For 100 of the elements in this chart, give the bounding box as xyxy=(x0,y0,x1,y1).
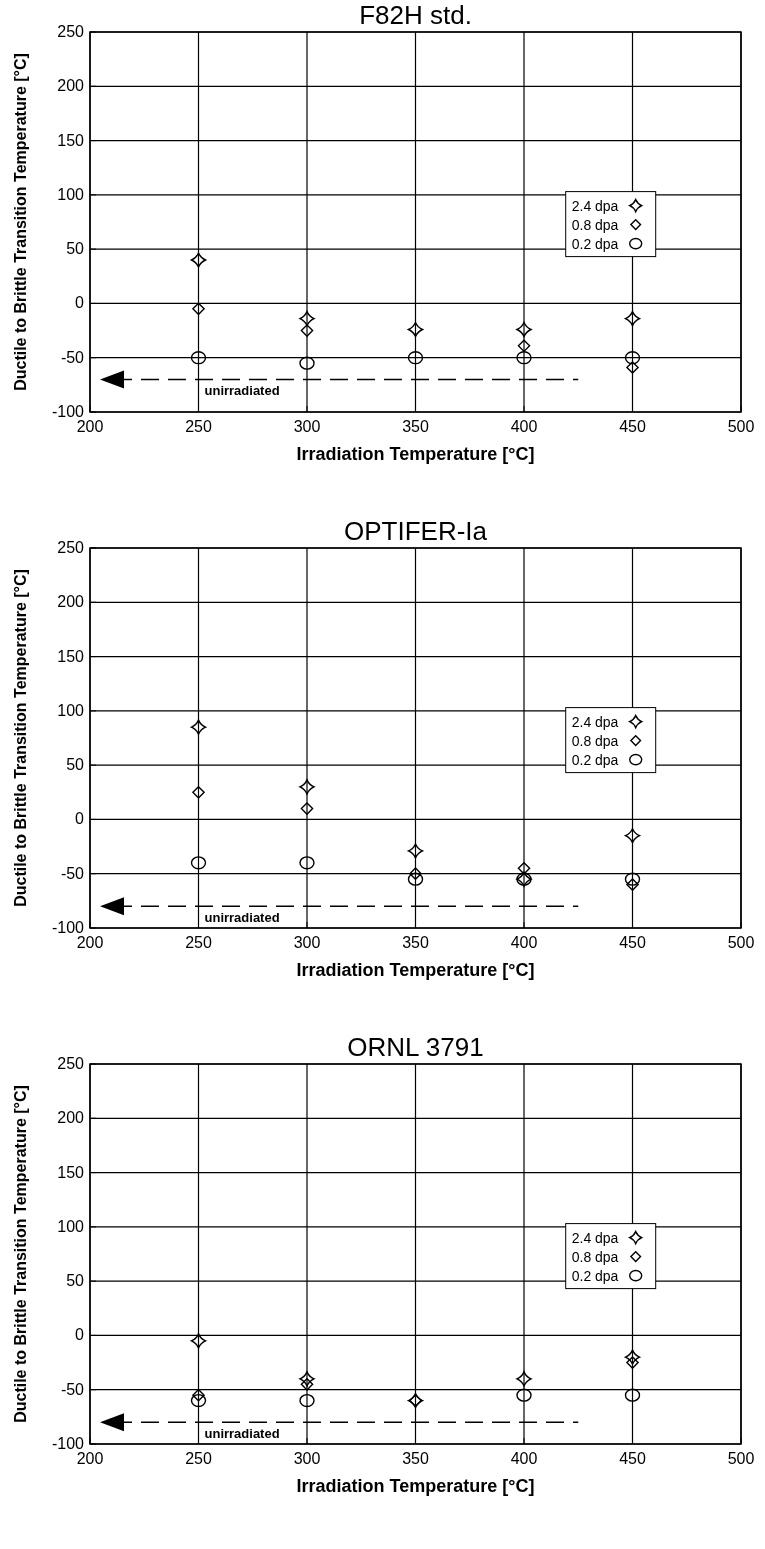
x-axis-title: Irradiation Temperature [°C] xyxy=(296,444,535,464)
point xyxy=(624,1349,641,1365)
point xyxy=(299,856,315,870)
x-tick-label: 450 xyxy=(619,934,646,951)
point xyxy=(190,1333,207,1349)
y-tick-label: 0 xyxy=(75,1326,85,1344)
ref-line-label: unirradiated xyxy=(204,910,280,926)
x-tick-label: 300 xyxy=(293,418,321,435)
point xyxy=(626,361,639,374)
y-tick-label: 50 xyxy=(66,756,85,774)
point xyxy=(300,324,314,337)
legend-label: 2.4 dpa xyxy=(571,197,619,214)
y-tick-label: 100 xyxy=(57,701,85,719)
y-tick-label: 100 xyxy=(57,185,85,203)
point xyxy=(299,1393,315,1408)
x-tick-label: 350 xyxy=(402,1450,429,1467)
x-tick-label: 400 xyxy=(510,934,538,951)
point xyxy=(300,802,314,815)
chart-title: OPTIFER-Ia xyxy=(343,516,488,546)
point xyxy=(299,310,315,327)
legend-label: 0.2 dpa xyxy=(571,235,619,252)
point xyxy=(407,872,424,886)
x-tick-label: 500 xyxy=(727,418,755,435)
x-tick-label: 250 xyxy=(185,1450,212,1467)
y-tick-label: -100 xyxy=(51,919,85,936)
y-axis-title: Ductile to Brittle Transition Temperature [°C] xyxy=(12,569,29,907)
legend-label: 0.8 dpa xyxy=(571,1248,619,1265)
point xyxy=(624,872,641,886)
y-tick-label: -50 xyxy=(60,1380,85,1398)
point xyxy=(407,351,424,365)
chart-title: ORNL 3791 xyxy=(347,1032,484,1062)
y-tick-label: 50 xyxy=(66,240,85,258)
x-axis-title: Irradiation Temperature [°C] xyxy=(296,960,535,980)
point xyxy=(299,356,315,370)
point xyxy=(516,1371,532,1387)
x-tick-label: 450 xyxy=(619,1450,646,1467)
y-tick-label: 0 xyxy=(75,294,85,312)
point xyxy=(516,1388,532,1402)
ref-line-label: unirradiated xyxy=(204,383,280,399)
x-tick-label: 500 xyxy=(727,934,755,951)
y-tick-label: 200 xyxy=(57,77,85,95)
x-tick-label: 300 xyxy=(293,1450,321,1467)
y-tick-label: 250 xyxy=(57,1055,85,1072)
legend-label: 0.8 dpa xyxy=(571,732,619,749)
legend-label: 0.8 dpa xyxy=(571,216,619,233)
y-tick-label: 150 xyxy=(57,131,85,149)
x-tick-label: 350 xyxy=(402,934,429,951)
point xyxy=(190,856,207,870)
point xyxy=(409,867,422,881)
point xyxy=(190,719,207,735)
y-tick-label: -100 xyxy=(51,1435,85,1452)
y-tick-label: -50 xyxy=(60,864,85,882)
legend-label: 2.4 dpa xyxy=(571,713,619,730)
ref-line-label: unirradiated xyxy=(204,1426,280,1442)
point xyxy=(299,1371,315,1387)
x-tick-label: 350 xyxy=(402,418,429,435)
legend-label: 0.2 dpa xyxy=(571,751,619,768)
y-tick-label: 200 xyxy=(57,593,85,611)
point xyxy=(192,785,205,799)
legend-label: 0.2 dpa xyxy=(571,1267,619,1284)
point xyxy=(300,1377,314,1391)
y-tick-label: 100 xyxy=(57,1217,85,1235)
y-tick-label: 50 xyxy=(66,1272,85,1290)
point xyxy=(192,1388,205,1402)
y-axis-title: Ductile to Brittle Transition Temperature [°C] xyxy=(12,1085,29,1423)
point xyxy=(190,1393,207,1408)
y-tick-label: 250 xyxy=(57,539,85,556)
y-tick-label: -100 xyxy=(51,403,85,420)
x-tick-label: 500 xyxy=(727,1450,755,1467)
y-tick-label: 200 xyxy=(57,1109,85,1127)
point xyxy=(624,310,641,327)
point xyxy=(299,779,315,795)
point xyxy=(626,878,639,891)
y-tick-label: -50 xyxy=(60,348,85,366)
point xyxy=(516,321,532,338)
x-tick-label: 300 xyxy=(293,934,321,951)
point xyxy=(192,302,205,316)
point xyxy=(624,828,641,844)
x-tick-label: 400 xyxy=(510,418,538,435)
x-tick-label: 400 xyxy=(510,1450,538,1467)
x-axis-title: Irradiation Temperature [°C] xyxy=(296,1476,535,1496)
y-axis-title: Ductile to Brittle Transition Temperature [°C] xyxy=(12,53,29,391)
point xyxy=(517,339,531,353)
point xyxy=(407,843,424,859)
point xyxy=(190,252,207,268)
x-tick-label: 250 xyxy=(185,418,212,435)
chart-title: F82H std. xyxy=(359,0,472,30)
y-tick-label: 0 xyxy=(75,810,85,828)
point xyxy=(407,321,424,338)
legend-label: 2.4 dpa xyxy=(571,1229,619,1246)
y-tick-label: 150 xyxy=(57,1163,85,1181)
point xyxy=(516,351,532,365)
y-tick-label: 250 xyxy=(57,23,85,40)
x-tick-label: 250 xyxy=(185,934,212,951)
point xyxy=(517,861,531,875)
point xyxy=(624,1388,641,1402)
point xyxy=(190,351,207,365)
x-tick-label: 450 xyxy=(619,418,646,435)
point xyxy=(624,351,641,365)
y-tick-label: 150 xyxy=(57,647,85,665)
